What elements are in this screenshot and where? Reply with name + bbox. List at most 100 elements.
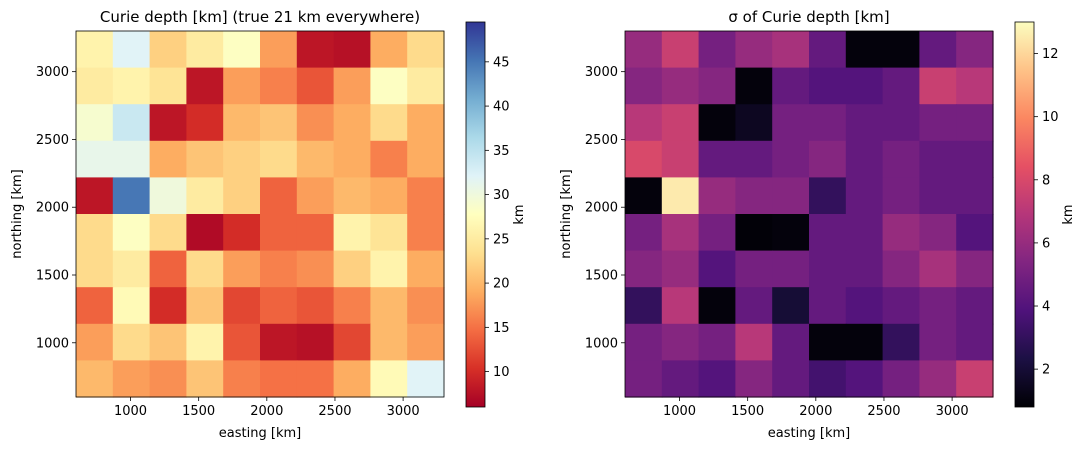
heatmap-cell xyxy=(186,287,224,325)
heatmap-cell xyxy=(809,287,847,325)
heatmap-cell xyxy=(407,323,445,361)
heatmap-cell xyxy=(407,287,445,325)
heatmap-cell xyxy=(223,31,261,69)
heatmap-cell xyxy=(956,31,994,69)
heatmap-cell xyxy=(296,323,335,361)
heatmap-cell xyxy=(735,31,773,69)
heatmap-cell xyxy=(260,360,298,398)
heatmap-cell xyxy=(735,250,773,288)
heatmap-cell xyxy=(333,214,371,252)
heatmap-cell xyxy=(186,214,224,252)
heatmap-cell xyxy=(149,287,187,325)
colorbar-tick-label: 35 xyxy=(493,144,510,159)
heatmap-cell xyxy=(698,67,736,105)
heatmap-cell xyxy=(735,67,773,105)
heatmap-cell xyxy=(661,140,700,178)
y-tick-label: 2000 xyxy=(585,201,618,216)
x-tick-label: 1000 xyxy=(114,404,147,419)
heatmap-cell xyxy=(882,250,920,288)
heatmap-cell xyxy=(661,323,700,361)
x-tick-label: 3000 xyxy=(387,404,420,419)
heatmap-cell xyxy=(333,67,371,105)
heatmap-cell xyxy=(882,104,920,142)
heatmap-cell xyxy=(149,360,187,398)
heatmap-cell xyxy=(260,31,298,69)
heatmap-cell xyxy=(296,287,335,325)
heatmap-cell xyxy=(333,250,371,288)
heatmap-cell xyxy=(370,323,408,361)
heatmap-cell xyxy=(956,250,994,288)
heatmap-cell xyxy=(296,67,335,105)
heatmap-cell xyxy=(956,214,994,252)
heatmap-cell xyxy=(333,287,371,325)
chart-panel-1: 1000 1500 2000 2500 3000 1000 1500 2000 2500 3000… xyxy=(10,8,527,441)
heatmap-cell xyxy=(625,177,663,215)
heatmap-cell xyxy=(625,287,663,325)
heatmap-cell xyxy=(625,250,663,288)
heatmap-cell xyxy=(698,323,736,361)
colorbar-tick-label: 10 xyxy=(493,365,510,380)
x-tick-label: 1500 xyxy=(182,404,215,419)
heatmap-cell xyxy=(223,360,261,398)
heatmap-cell xyxy=(296,104,335,142)
heatmap-cell xyxy=(772,214,810,252)
heatmap-cell xyxy=(882,360,920,398)
heatmap-cell xyxy=(735,287,773,325)
chart-title: Curie depth [km] (true 21 km everywhere) xyxy=(100,8,420,26)
heatmap-cell xyxy=(186,323,224,361)
colorbar-tick-label: 45 xyxy=(493,55,510,70)
heatmap-cell xyxy=(919,31,957,69)
colorbar-tick-label: 10 xyxy=(1042,110,1059,125)
heatmap-cell xyxy=(625,214,663,252)
x-tick-label: 2000 xyxy=(250,404,283,419)
heatmap-cell xyxy=(260,177,298,215)
heatmap-cell xyxy=(112,67,151,105)
y-tick-label: 2500 xyxy=(585,133,618,148)
heatmap-cell xyxy=(149,67,187,105)
heatmap-cell xyxy=(661,250,700,288)
colorbar-tick-label: 30 xyxy=(493,188,510,203)
heatmap-cell xyxy=(112,31,151,69)
colorbar-tick-label: 4 xyxy=(1042,300,1050,315)
heatmap-cell xyxy=(333,31,371,69)
colorbar-label: km xyxy=(512,204,527,224)
x-axis-label: easting [km] xyxy=(768,426,850,441)
heatmap-cell xyxy=(698,140,736,178)
heatmap-cell xyxy=(809,177,847,215)
heatmap-cell xyxy=(698,177,736,215)
heatmap-cell xyxy=(370,104,408,142)
heatmap-cell xyxy=(845,360,884,398)
heatmap-cell xyxy=(370,67,408,105)
heatmap-cell xyxy=(845,67,884,105)
heatmap-cell xyxy=(407,31,445,69)
heatmap-cell xyxy=(772,360,810,398)
heatmap-cell xyxy=(698,360,736,398)
heatmap-cell xyxy=(625,104,663,142)
heatmap-cell xyxy=(149,214,187,252)
heatmap-cell xyxy=(223,140,261,178)
heatmap-cell xyxy=(296,250,335,288)
heatmap-cell xyxy=(809,67,847,105)
heatmap-cell xyxy=(809,323,847,361)
heatmap-cell xyxy=(625,360,663,398)
heatmap-cell xyxy=(76,31,114,69)
heatmap-cell xyxy=(809,31,847,69)
heatmap-cell xyxy=(112,323,151,361)
heatmap-cell xyxy=(661,67,700,105)
heatmap-cell xyxy=(845,104,884,142)
heatmap-cell xyxy=(296,177,335,215)
heatmap-cell xyxy=(296,214,335,252)
heatmap-cell xyxy=(223,287,261,325)
heatmap-cell xyxy=(956,140,994,178)
heatmap-cell xyxy=(735,177,773,215)
heatmap-cell xyxy=(882,214,920,252)
colorbar-tick-label: 2 xyxy=(1042,363,1050,378)
heatmap-cell xyxy=(661,360,700,398)
heatmap-cell xyxy=(223,67,261,105)
heatmap-cell xyxy=(956,104,994,142)
heatmap-cell xyxy=(772,323,810,361)
heatmap-cell xyxy=(149,250,187,288)
heatmap-cell xyxy=(76,287,114,325)
colorbar-tick-label: 12 xyxy=(1042,47,1059,62)
